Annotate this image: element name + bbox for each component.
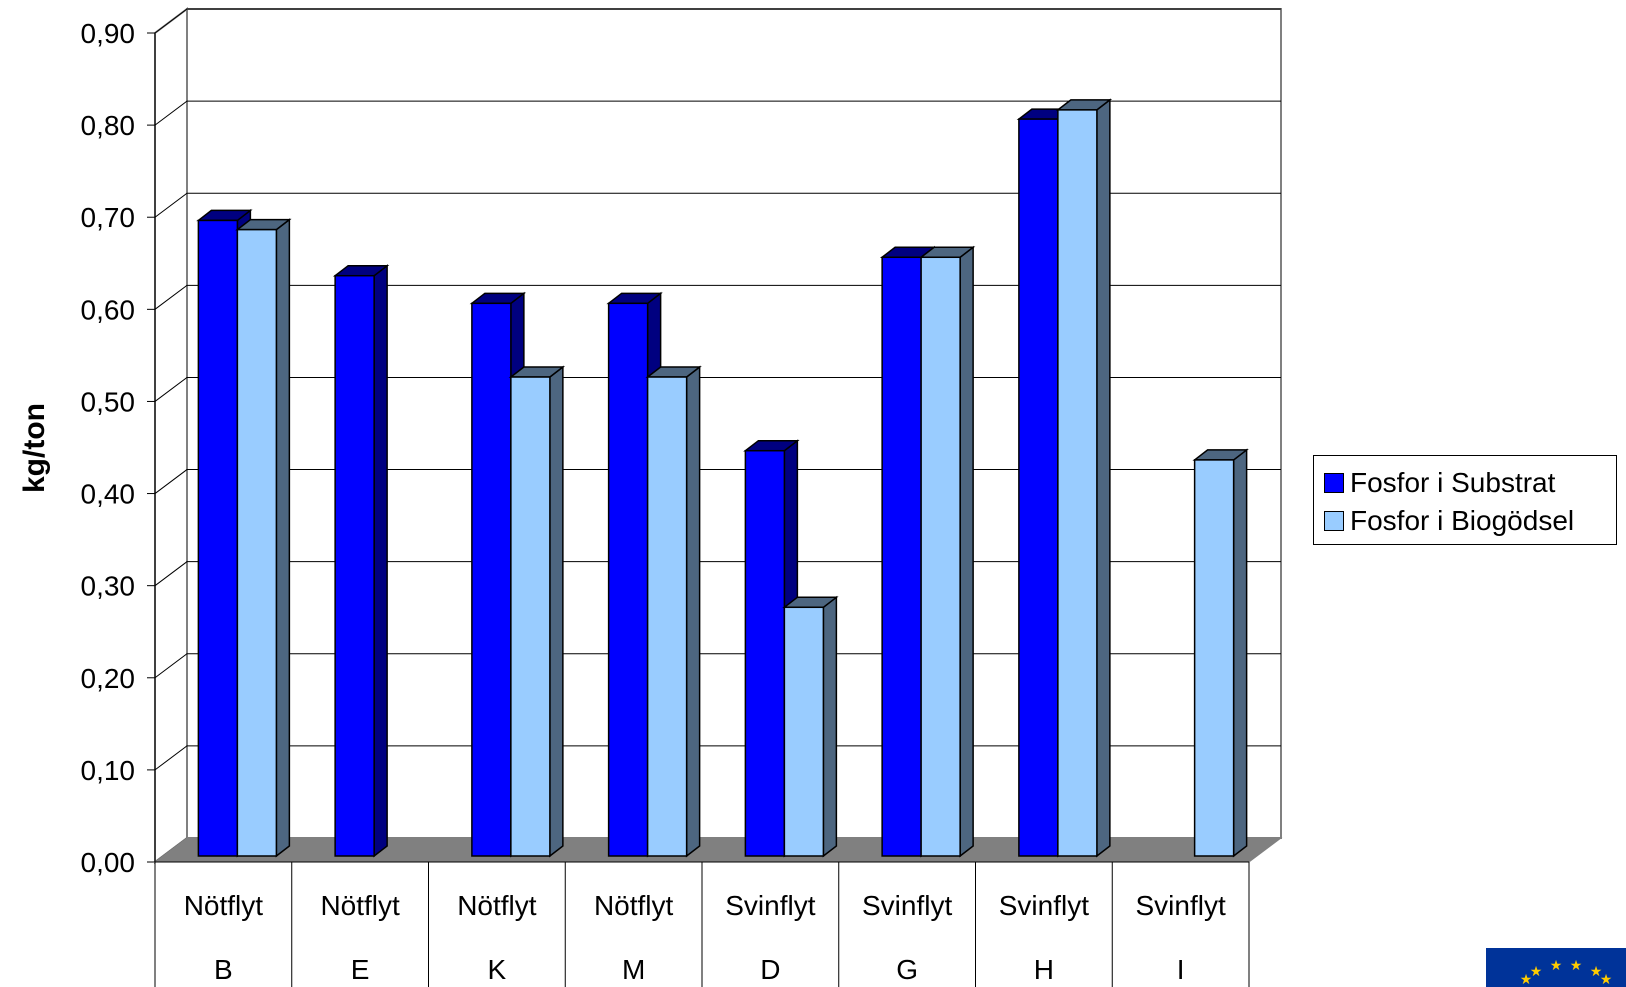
bar: [744, 449, 786, 857]
bar: [510, 376, 551, 857]
bar: [920, 256, 961, 857]
y-tick-label: 0,50: [81, 386, 136, 417]
gridline: [154, 8, 1281, 34]
eu-star-icon: ★: [1550, 958, 1563, 974]
chart-floor: [153, 837, 1283, 863]
eu-star-icon: ★: [1520, 972, 1533, 987]
x-category-sublabel: H: [1034, 954, 1054, 985]
bar-side: [959, 245, 974, 858]
x-category-label: Svinflyt: [1136, 890, 1226, 921]
x-category-label: Svinflyt: [862, 890, 952, 921]
bar: [1018, 118, 1059, 857]
x-category-sublabel: B: [214, 954, 233, 985]
y-tick-label: 0,80: [81, 110, 136, 141]
bar: [334, 274, 375, 857]
eu-star-icon: ★: [1590, 964, 1603, 980]
x-category-label: Svinflyt: [725, 890, 815, 921]
eu-flag-logo: ★ ★ ★ ★★ ★: [1486, 948, 1626, 987]
x-category-sublabel: M: [622, 954, 645, 985]
x-category-sublabel: I: [1177, 954, 1185, 985]
bar: [646, 376, 688, 857]
x-category-sublabel: D: [760, 954, 780, 985]
y-tick-label: 0,70: [81, 202, 136, 233]
bar: [236, 228, 278, 857]
legend: Fosfor i Substrat Fosfor i Biogödsel: [1313, 455, 1617, 545]
bar: [197, 219, 239, 857]
y-tick-label: 0,60: [81, 294, 136, 325]
bar-side: [822, 595, 838, 858]
bar: [471, 302, 512, 857]
x-category-label: Svinflyt: [999, 890, 1089, 921]
eu-star-icon: ★: [1570, 958, 1583, 974]
bar: [783, 606, 825, 857]
legend-label-biogodsel: Fosfor i Biogödsel: [1350, 505, 1575, 536]
bar: [881, 256, 922, 857]
bar-side: [549, 365, 564, 858]
chart-side-wall: [154, 7, 188, 864]
legend-item-biogodsel: Fosfor i Biogödsel: [1324, 504, 1574, 538]
eu-flag-field: [1486, 948, 1626, 987]
legend-swatch-substrat: [1324, 473, 1344, 493]
y-tick-label: 0,40: [81, 479, 136, 510]
x-category-sublabel: G: [896, 954, 918, 985]
gridline: [154, 100, 1281, 126]
x-category-label: Nötflyt: [320, 890, 400, 921]
y-tick-label: 0,10: [81, 755, 136, 786]
x-category-sublabel: K: [488, 954, 507, 985]
gridline: [154, 192, 1281, 218]
x-category-label: Nötflyt: [457, 890, 537, 921]
y-axis-label: kg/ton: [18, 403, 51, 493]
bar-side: [275, 218, 291, 858]
bar-side: [685, 365, 701, 858]
y-tick-label: 0,30: [81, 571, 136, 602]
y-tick-label: 0,20: [81, 663, 136, 694]
bar: [607, 302, 649, 857]
bar-side: [1096, 98, 1111, 858]
y-tick-label: 0,90: [81, 18, 136, 49]
x-category-label: Nötflyt: [184, 890, 264, 921]
bar-side: [373, 264, 388, 858]
legend-swatch-biogodsel: [1324, 511, 1344, 531]
y-tick-label: 0,00: [81, 847, 136, 878]
eu-star-icon: ★: [1530, 964, 1543, 980]
x-category-label: Nötflyt: [594, 890, 674, 921]
bar: [1193, 459, 1235, 857]
legend-label-substrat: Fosfor i Substrat: [1350, 467, 1556, 498]
bar: [1057, 109, 1098, 857]
eu-star-icon: ★: [1600, 972, 1613, 987]
x-category-sublabel: E: [351, 954, 370, 985]
bar-side: [1232, 448, 1248, 858]
legend-item-substrat: Fosfor i Substrat: [1324, 466, 1555, 500]
